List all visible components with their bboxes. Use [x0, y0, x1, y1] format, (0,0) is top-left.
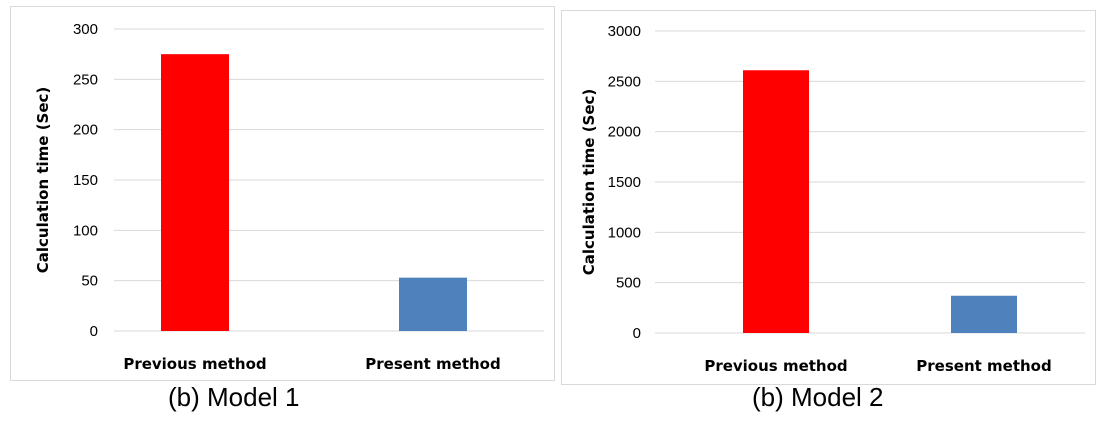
y-tick-label: 2500: [608, 73, 641, 90]
x-category-label: Previous method: [123, 355, 266, 373]
chart-panel-model-2: 0 500 1000 1500 2000 2500 3000 Previous method P…: [561, 10, 1096, 385]
chart-model-1: 0 50 100 150 200 250 300 Previous method Present…: [10, 6, 555, 381]
bar: [951, 295, 1017, 333]
y-tick-label: 100: [73, 222, 98, 239]
y-tick-label: 500: [616, 275, 641, 292]
y-tick-label: 50: [81, 273, 98, 290]
chart-panel-model-1: 0 50 100 150 200 250 300 Previous method Present…: [10, 6, 555, 381]
y-tick-label: 0: [90, 323, 98, 340]
y-tick-label: 1500: [608, 174, 641, 191]
y-tick-label: 300: [73, 21, 98, 38]
x-category-label: Present method: [365, 355, 500, 373]
bar: [743, 70, 809, 333]
x-category-label: Previous method: [704, 357, 847, 375]
y-axis-label: Calculation time (Sec): [580, 89, 598, 276]
y-tick-label: 0: [633, 325, 641, 342]
y-tick-label: 3000: [608, 23, 641, 40]
x-category-label: Present method: [916, 357, 1051, 375]
y-axis-label: Calculation time (Sec): [34, 87, 52, 274]
bar: [399, 277, 467, 331]
bar: [161, 54, 229, 332]
caption-model-1: (b) Model 1: [168, 382, 300, 412]
chart-model-2: 0 500 1000 1500 2000 2500 3000 Previous method P…: [561, 10, 1096, 385]
caption-model-2: (b) Model 2: [752, 382, 884, 412]
y-tick-label: 1000: [608, 224, 641, 241]
y-tick-label: 250: [73, 71, 98, 88]
y-tick-label: 200: [73, 122, 98, 139]
y-tick-label: 150: [73, 172, 98, 189]
y-tick-label: 2000: [608, 124, 641, 141]
